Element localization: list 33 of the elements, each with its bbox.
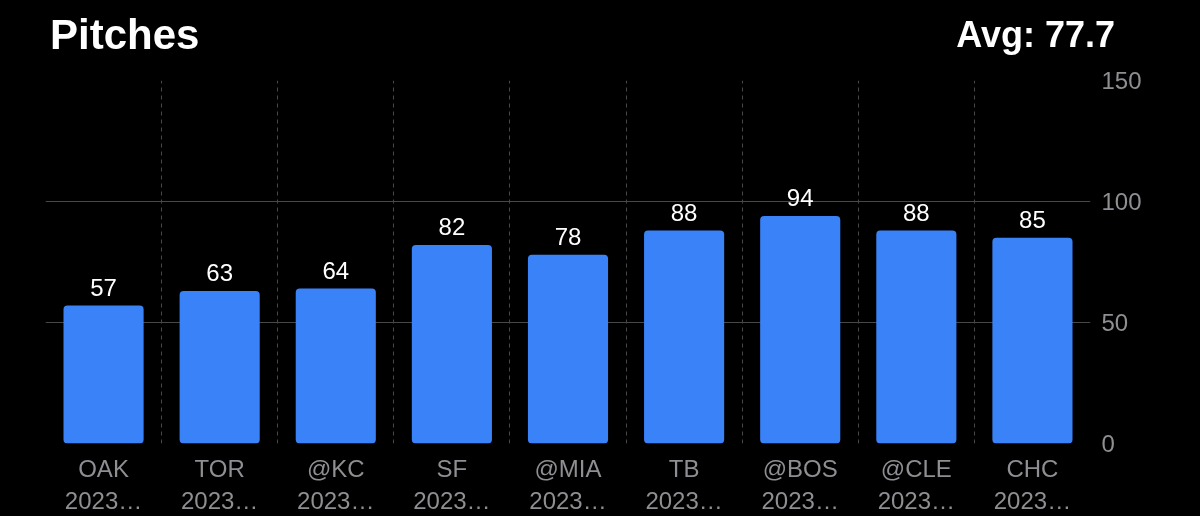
data-label: 57 [90,273,117,301]
y-tick-label: 100 [1101,188,1142,215]
data-label: 85 [1019,205,1046,233]
chart-title: Pitches [50,10,200,60]
data-label: 88 [670,198,698,226]
x-tick-label: @CLE 2023… [877,454,956,514]
y-tick-label: 150 [1101,67,1142,94]
data-label: 94 [786,184,814,212]
x-tick-label: TOR 2023… [180,454,259,514]
x-tick-label: TB 2023… [645,454,723,514]
text: Avg: 77.7 [956,14,1115,56]
bar [876,230,957,444]
data-label: 78 [554,222,582,250]
y-tick-label: 0 [1101,430,1115,457]
bar [760,216,841,444]
x-tick-label: SF 2023… [413,454,491,514]
bar [63,305,144,444]
x-tick-label: OAK 2023… [64,454,143,514]
bar [992,237,1073,444]
y-tick-label: 50 [1101,309,1129,336]
x-tick-label: CHC 2023… [993,454,1072,514]
data-label: 64 [322,256,350,284]
x-tick-label: @BOS 2023… [761,454,839,514]
data-label: 82 [438,213,466,241]
bar [295,288,376,444]
bar [527,254,609,444]
data-label: 88 [902,198,930,226]
x-tick-label: @MIA 2023… [529,454,607,514]
bar [179,291,260,444]
x-tick-label: @KC 2023… [297,454,375,514]
bar [644,230,725,444]
data-label: 63 [206,259,234,287]
bar [411,245,492,444]
